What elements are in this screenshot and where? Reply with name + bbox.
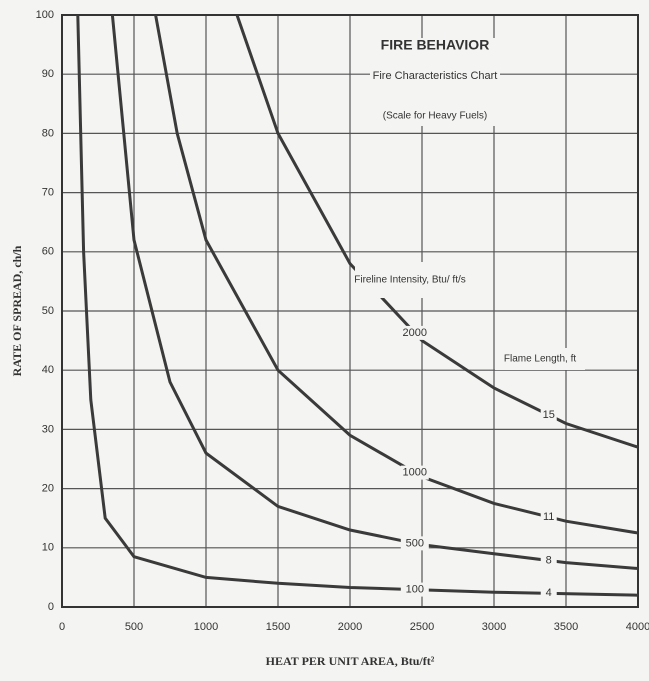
intensity-value: 100: [406, 584, 424, 596]
label-bg: [540, 509, 557, 524]
y-tick-label: 10: [42, 542, 54, 554]
y-tick-label: 50: [42, 305, 54, 317]
x-tick-label: 500: [125, 621, 143, 633]
chart-subtitle: Fire Characteristics Chart: [373, 70, 498, 82]
flame-length-value: 8: [546, 554, 552, 566]
x-tick-label: 1500: [266, 621, 290, 633]
x-tick-label: 2000: [338, 621, 362, 633]
chart-title: FIRE BEHAVIOR: [381, 37, 490, 53]
labels: 100 4 500 8 1000 11 2000 15 Fireline Intensity, …: [354, 262, 585, 601]
y-tick-label: 30: [42, 423, 54, 435]
intensity-value: 1000: [403, 467, 427, 479]
y-axis-label: RATE OF SPREAD, ch/h: [10, 245, 24, 376]
label-bg: [540, 553, 557, 568]
x-axis-label: HEAT PER UNIT AREA, Btu/ft²: [266, 654, 435, 668]
y-tick-label: 70: [42, 187, 54, 199]
y-tick-label: 80: [42, 127, 54, 139]
label-bg: [400, 325, 429, 340]
intensity-value: 500: [406, 537, 424, 549]
label-bg: [355, 262, 465, 298]
flame-heading: Flame Length, ft: [504, 354, 576, 365]
y-tick-label: 60: [42, 246, 54, 258]
x-tick-label: 3500: [554, 621, 578, 633]
label-bg: [540, 407, 557, 422]
y-tick-label: 90: [42, 68, 54, 80]
label-bg: [400, 536, 429, 551]
intensity-heading: Fireline Intensity, Btu/ ft/s: [354, 275, 466, 286]
label-bg: [400, 582, 429, 597]
plot-frame: [61, 14, 639, 608]
label-bg: [540, 586, 557, 601]
flame-length-value: 11: [543, 511, 554, 523]
y-tick-label: 100: [36, 9, 54, 21]
x-tick-label: 3000: [482, 621, 506, 633]
intensity-curve: [110, 14, 639, 570]
x-tick-label: 4000: [626, 621, 649, 633]
x-tick-label: 2500: [410, 621, 434, 633]
flame-length-value: 4: [546, 587, 552, 599]
intensity-value: 2000: [403, 327, 427, 339]
y-tick-label: 20: [42, 483, 54, 495]
y-tick-label: 0: [48, 601, 54, 613]
grid: 0 500 1000 1500 2000 2500 3000 3500 4000 0 10 20 30 4…: [36, 9, 649, 633]
title-box: [370, 38, 500, 126]
intensity-curve: [235, 14, 639, 449]
flame-length-value: 15: [543, 409, 555, 421]
label-bg: [495, 348, 585, 370]
x-tick-label: 1000: [194, 621, 218, 633]
x-tick-label: 0: [59, 621, 65, 633]
label-bg: [400, 465, 429, 480]
y-tick-label: 40: [42, 364, 54, 376]
chart-note: (Scale for Heavy Fuels): [383, 111, 487, 122]
